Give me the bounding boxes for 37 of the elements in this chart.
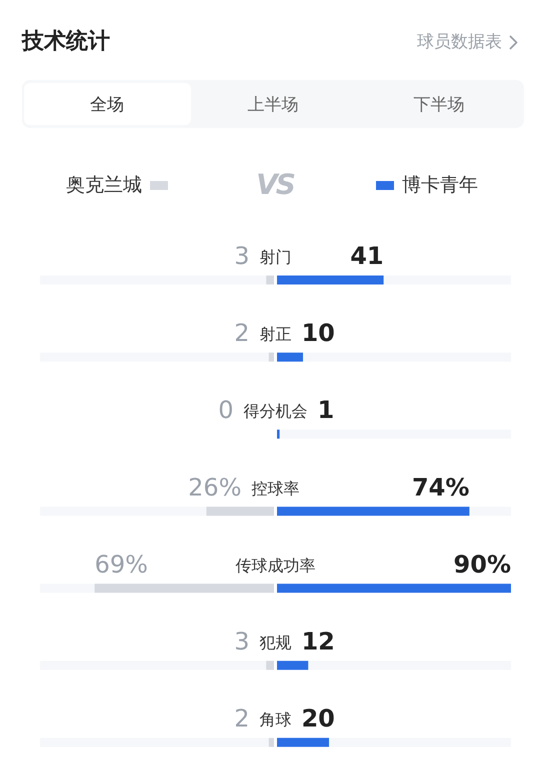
text: 上半场: [246, 94, 300, 117]
y-tick-label: 犯规: [260, 632, 292, 652]
y-tick-label: 得分机会: [244, 402, 308, 421]
y-tick-label: 射门: [260, 248, 292, 267]
data-label: 41: [350, 242, 384, 270]
text: VS: [255, 168, 296, 202]
bar: [277, 738, 329, 747]
data-label: 3: [234, 627, 250, 656]
text: 下半场: [412, 94, 466, 117]
data-label: 90%: [454, 550, 511, 578]
bar: [266, 660, 274, 670]
data-label: 3: [234, 242, 250, 270]
data-label: 74%: [412, 473, 470, 502]
bar: [277, 660, 308, 670]
bar: [266, 276, 274, 284]
data-label: 12: [301, 627, 335, 656]
data-label: 2: [234, 704, 250, 732]
y-tick-label: 传球成功率: [236, 556, 316, 575]
bar: [268, 738, 274, 747]
legend-label: 奥克兰城: [66, 173, 142, 198]
data-label: 0: [218, 396, 234, 424]
data-label: 10: [301, 319, 335, 348]
data-label: 2: [234, 319, 250, 348]
y-tick-label: 射正: [260, 324, 292, 344]
data-label: 69%: [94, 550, 148, 578]
text: 球员数据表: [417, 31, 502, 54]
bar: [277, 430, 280, 439]
bar: [268, 352, 274, 362]
bar: [277, 352, 303, 362]
y-tick-label: 控球率: [252, 478, 300, 498]
data-label: 20: [301, 704, 335, 732]
chart-title: 技术统计: [22, 28, 110, 56]
y-tick-label: 角球: [260, 710, 292, 729]
data-label: 1: [317, 396, 334, 424]
legend-label: 博卡青年: [402, 173, 478, 198]
text: 全场: [89, 94, 125, 117]
data-label: 26%: [188, 473, 242, 502]
